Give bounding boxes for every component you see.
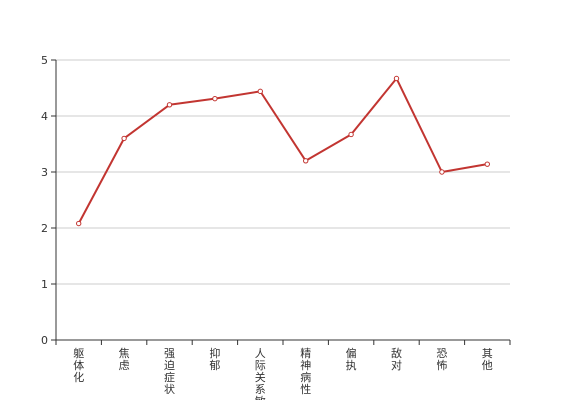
x-tick-label: 恐怖 (436, 347, 447, 372)
y-tick-label: 5 (41, 54, 48, 67)
data-point (484, 161, 490, 167)
x-tick-label: 其他 (482, 347, 493, 372)
data-point (303, 158, 309, 164)
x-tick-label: 焦虑 (119, 347, 130, 372)
data-point (257, 88, 263, 95)
y-tick-label: 3 (41, 166, 48, 179)
x-tick-label: 躯体化 (73, 347, 84, 384)
x-tick-label: 人际关系敏感 (255, 347, 266, 400)
axes: 0 1 2 3 4 5 躯体化 焦虑 强迫症状 抑郁 人际关系敏感 精神病性 偏执 敌对 恐怖 其他 (41, 54, 511, 405)
data-point (121, 135, 127, 142)
x-tick-label: 强迫症状 (164, 347, 175, 396)
x-tick-label: 偏执 (346, 346, 357, 372)
x-tick-label: 抑郁 (209, 346, 220, 372)
data-point (393, 75, 400, 82)
x-tick-label: 敌对 (391, 346, 402, 372)
data-point (348, 131, 354, 138)
grid-lines (56, 59, 510, 285)
data-point (439, 169, 445, 175)
y-tick-label: 4 (41, 110, 48, 123)
data-point (212, 95, 218, 102)
y-tick-label: 2 (41, 222, 48, 235)
data-point (166, 102, 173, 108)
y-tick-label: 0 (41, 334, 48, 347)
series-line (77, 77, 489, 225)
data-point (76, 220, 82, 227)
series-line-group (76, 75, 490, 227)
y-tick-label: 1 (41, 278, 48, 291)
x-tick-label: 精神病性 (300, 347, 311, 396)
